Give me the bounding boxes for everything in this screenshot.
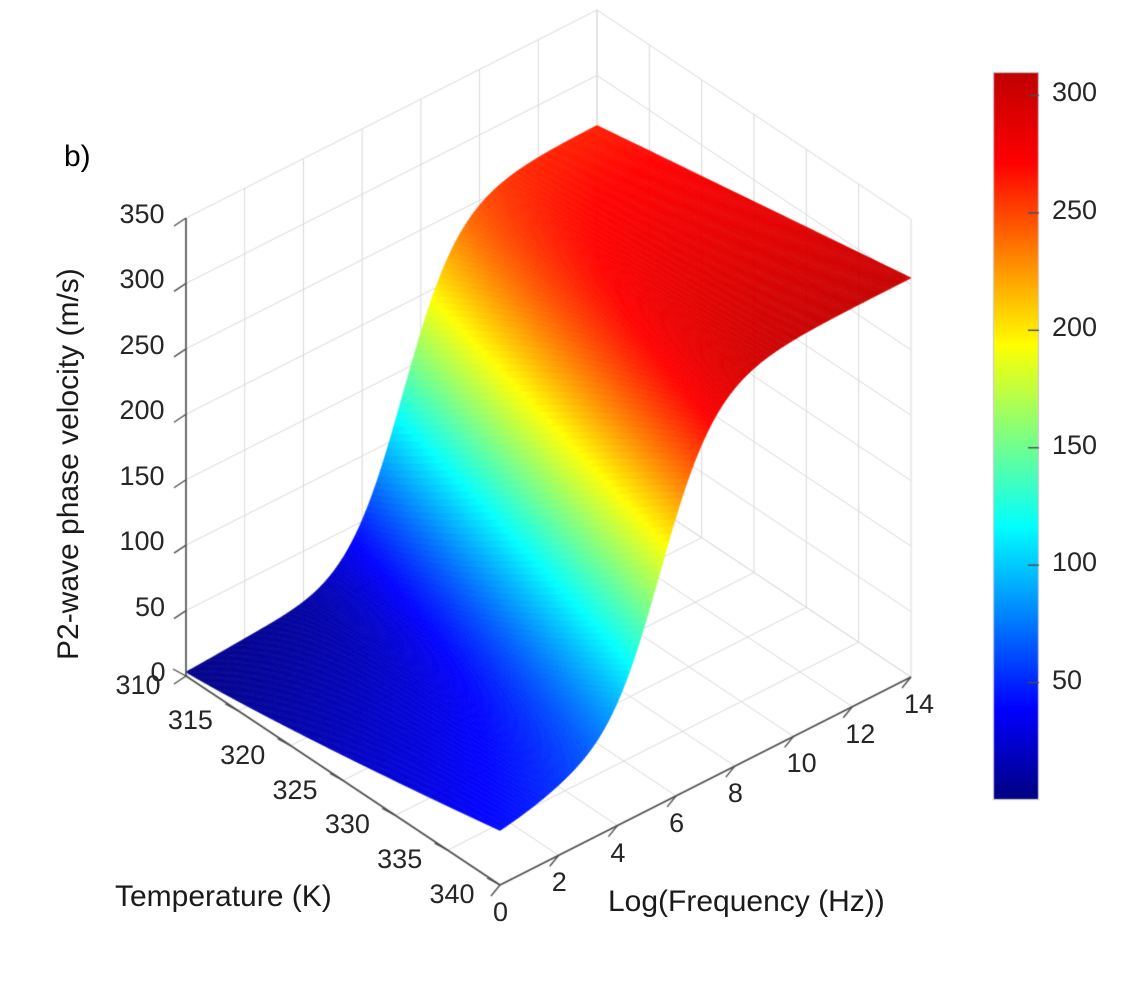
z-tick-100: 100 — [119, 526, 165, 557]
y-tick-2: 2 — [551, 867, 567, 898]
y-tick-14: 14 — [904, 689, 935, 719]
z-tick-350: 350 — [119, 199, 165, 229]
x-tick-310: 310 — [115, 670, 161, 700]
x-tick-330: 330 — [324, 809, 370, 840]
y-axis-label: Log(Frequency (Hz)) — [608, 885, 885, 918]
z-tick-300: 300 — [119, 264, 165, 295]
x-tick-325: 325 — [272, 774, 318, 805]
z-tick-250: 250 — [119, 329, 165, 360]
x-tick-340: 340 — [429, 879, 475, 909]
x-tick-335: 335 — [377, 844, 423, 875]
x-tick-315: 315 — [167, 704, 213, 735]
z-axis-label: P2-wave phase velocity (m/s) — [52, 268, 85, 660]
panel-label: b) — [64, 140, 91, 173]
y-tick-6: 6 — [669, 807, 685, 838]
z-tick-0: 0 — [150, 657, 166, 687]
z-tick-200: 200 — [119, 395, 165, 426]
colorbar-tick-100: 100 — [1052, 547, 1098, 578]
y-tick-12: 12 — [845, 718, 876, 749]
y-tick-10: 10 — [786, 748, 817, 779]
x-axis-label: Temperature (K) — [115, 880, 332, 913]
x-tick-320: 320 — [220, 739, 266, 770]
colorbar-tick-250: 250 — [1052, 194, 1098, 225]
colorbar-tick-200: 200 — [1052, 312, 1098, 343]
y-tick-4: 4 — [610, 837, 626, 868]
colorbar-tick-50: 50 — [1052, 664, 1083, 695]
z-tick-150: 150 — [119, 460, 165, 491]
y-tick-0: 0 — [493, 897, 509, 927]
colorbar-tick-150: 150 — [1052, 429, 1098, 460]
z-tick-50: 50 — [135, 591, 166, 622]
y-tick-8: 8 — [727, 778, 743, 809]
colorbar-tick-300: 300 — [1052, 77, 1098, 108]
